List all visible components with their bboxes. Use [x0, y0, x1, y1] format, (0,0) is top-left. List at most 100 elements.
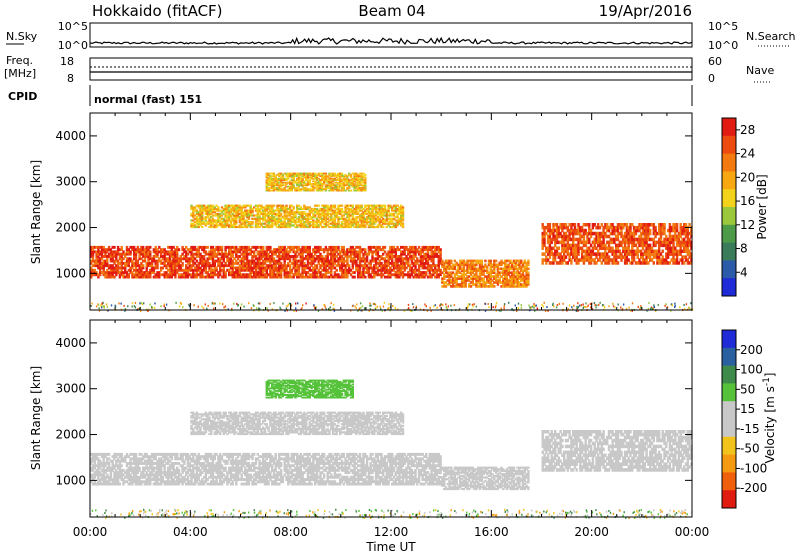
data-cell-0 — [186, 261, 190, 265]
data-cell-1 — [224, 207, 227, 211]
data-cell-0 — [319, 273, 322, 277]
data-cell-0 — [355, 245, 358, 249]
data-cell-1 — [226, 209, 229, 212]
data-cell-1 — [306, 212, 310, 215]
data-cell-1 — [380, 204, 383, 207]
data-cell-0 — [168, 257, 172, 261]
data-cell-1 — [288, 222, 292, 225]
data-cell-0 — [330, 252, 333, 256]
data-cell-1 — [373, 216, 376, 219]
data-cell-0 — [271, 250, 274, 254]
data-cell-1 — [321, 221, 324, 224]
data-cell-0 — [129, 271, 132, 274]
data-cell-3 — [527, 267, 530, 271]
data-cell-0 — [231, 250, 234, 254]
data-cell-0 — [113, 250, 116, 254]
data-cell-0 — [391, 273, 394, 277]
data-cell-0 — [281, 252, 285, 256]
data-cell-0 — [376, 252, 380, 256]
data-cell-1 — [244, 224, 247, 227]
data-cell-1 — [322, 209, 326, 212]
data-cell-0 — [373, 257, 376, 261]
data-cell-1 — [308, 221, 311, 224]
data-cell-0 — [147, 271, 150, 274]
data-cell-1 — [193, 206, 197, 209]
data-cell-0 — [267, 259, 270, 263]
data-cell-1 — [299, 219, 302, 222]
data-cell-0 — [99, 261, 102, 265]
data-cell-0 — [235, 252, 238, 256]
data-cell-0 — [355, 250, 358, 254]
data-cell-1 — [240, 225, 243, 229]
data-cell-1 — [305, 207, 308, 211]
data-cell-0 — [90, 271, 93, 274]
data-cell-0 — [127, 264, 130, 268]
data-cell-0 — [165, 259, 168, 263]
data-cell-1 — [226, 222, 229, 225]
data-cell-0 — [240, 264, 243, 268]
data-cell-1 — [290, 221, 294, 224]
data-cell-1 — [331, 225, 335, 229]
data-cell-0 — [244, 250, 247, 254]
data-cell-1 — [197, 225, 200, 229]
data-cell-0 — [111, 250, 114, 254]
data-cell-0 — [416, 248, 419, 252]
data-cell-0 — [426, 257, 430, 261]
data-cell-1 — [305, 217, 308, 220]
data-cell-0 — [426, 248, 430, 252]
data-cell-0 — [358, 248, 362, 252]
data-cell-1 — [233, 204, 236, 207]
data-cell-1 — [382, 225, 385, 229]
data-cell-1 — [258, 204, 261, 207]
data-cell-0 — [306, 252, 310, 256]
data-cell-1 — [330, 217, 333, 220]
data-cell-0 — [428, 264, 431, 268]
data-cell-0 — [306, 266, 310, 270]
data-cell-1 — [294, 211, 297, 214]
data-cell-0 — [138, 268, 141, 272]
data-cell-0 — [133, 257, 136, 261]
data-cell-0 — [134, 257, 138, 261]
data-cell-1 — [236, 212, 240, 215]
data-cell-1 — [315, 211, 319, 214]
data-cell-0 — [340, 248, 344, 252]
data-cell-0 — [278, 268, 281, 272]
data-cell-0 — [142, 259, 145, 263]
data-cell-0 — [170, 268, 173, 272]
data-cell-0 — [426, 264, 430, 268]
data-cell-0 — [238, 268, 242, 272]
data-cell-1 — [285, 222, 288, 225]
data-cell-0 — [315, 248, 319, 252]
data-cell-0 — [202, 245, 206, 249]
data-cell-0 — [116, 252, 120, 256]
data-cell-0 — [183, 257, 186, 261]
data-cell-0 — [208, 257, 211, 261]
data-cell-0 — [213, 252, 216, 256]
data-cell-0 — [369, 259, 372, 263]
data-cell-1 — [269, 209, 272, 212]
data-cell-0 — [195, 271, 199, 274]
data-cell-1 — [262, 211, 265, 214]
data-cell-1 — [201, 211, 204, 214]
data-cell-0 — [398, 259, 401, 263]
data-cell-1 — [219, 221, 222, 224]
data-cell-0 — [322, 250, 326, 254]
data-cell-0 — [202, 248, 206, 252]
data-cell-0 — [152, 250, 156, 254]
data-cell-0 — [430, 250, 433, 254]
data-cell-1 — [357, 222, 360, 225]
data-cell-1 — [292, 206, 295, 209]
data-cell-0 — [265, 245, 268, 249]
data-cell-0 — [190, 250, 193, 254]
data-cell-1 — [342, 222, 345, 225]
data-cell-0 — [176, 252, 179, 256]
data-cell-0 — [287, 271, 290, 274]
data-cell-1 — [344, 207, 347, 211]
data-cell-0 — [403, 257, 406, 261]
data-cell-0 — [322, 248, 326, 252]
data-cell-0 — [391, 250, 394, 254]
data-cell-1 — [278, 216, 281, 219]
data-cell-0 — [245, 248, 249, 252]
data-cell-1 — [263, 222, 267, 225]
